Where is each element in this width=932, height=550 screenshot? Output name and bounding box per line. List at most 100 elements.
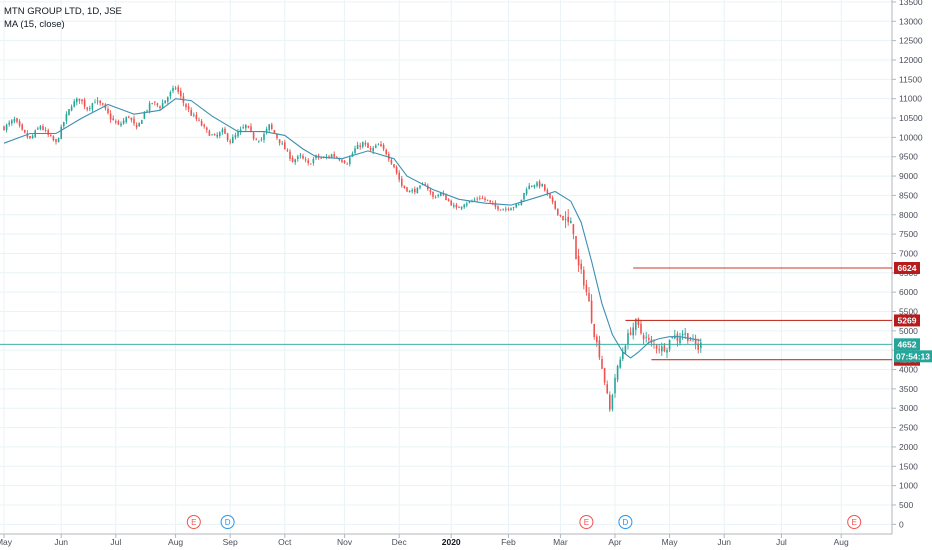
candle-body [88, 108, 91, 109]
candle [91, 102, 94, 113]
candle [530, 185, 533, 188]
candle [655, 344, 658, 354]
candle [185, 102, 187, 111]
time-tick-label: Dec [392, 537, 408, 547]
candle [575, 235, 577, 260]
candle [580, 259, 583, 274]
candle [528, 182, 531, 190]
candle-body [255, 139, 258, 141]
time-tick-label: Apr [608, 537, 621, 547]
candle [619, 356, 622, 369]
countdown-tag-bg [894, 350, 932, 363]
candle-body [481, 198, 484, 199]
candle-body [374, 145, 377, 148]
candle-body [569, 220, 572, 224]
candle-body [5, 124, 8, 130]
candle [533, 184, 536, 189]
candle-body [562, 216, 564, 221]
candle-body [156, 103, 159, 106]
candle-body [309, 163, 312, 165]
candle-body [634, 319, 637, 330]
price-tick-label: 9000 [899, 171, 918, 181]
candle-body [614, 377, 616, 394]
candle-body [234, 135, 237, 138]
candle [494, 200, 497, 210]
candle-body [416, 187, 419, 194]
candle-body [179, 90, 182, 97]
candle-body [400, 178, 403, 186]
candle-body [517, 204, 520, 206]
candle-body [250, 126, 252, 132]
candle [450, 199, 453, 206]
candle [247, 125, 250, 129]
candle [447, 198, 450, 202]
candle [348, 155, 351, 167]
candle [112, 115, 115, 121]
candle [120, 121, 122, 128]
candle [96, 97, 99, 105]
candle [408, 190, 411, 193]
candle [190, 107, 193, 116]
time-tick-label: Aug [168, 537, 183, 547]
candle [68, 108, 70, 116]
candle [380, 141, 382, 148]
candle-body [658, 349, 661, 351]
candle [268, 124, 271, 133]
candle-body [343, 160, 346, 163]
candle-body [252, 132, 255, 139]
candle-body [523, 192, 525, 200]
indicator-label[interactable]: MA (15, close) [4, 19, 65, 30]
candle-body [278, 139, 281, 143]
candle-body [606, 384, 609, 394]
candle [81, 99, 83, 105]
candle [70, 104, 73, 112]
candle [564, 211, 567, 229]
candle [13, 116, 16, 124]
candle-body [289, 151, 291, 159]
candle-body [538, 181, 541, 187]
candle [374, 143, 377, 149]
candle [598, 335, 601, 360]
dividend-marker[interactable]: D [618, 515, 633, 529]
time-tick-label: Jun [54, 537, 68, 547]
candle-body [382, 144, 385, 150]
candle [31, 134, 34, 139]
candle [127, 115, 130, 119]
price-tick-label: 5500 [899, 307, 918, 317]
candle [257, 140, 260, 143]
candle [577, 248, 580, 273]
candle [658, 344, 661, 354]
candle-body [551, 197, 554, 203]
earnings-marker[interactable]: E [186, 515, 201, 529]
candle-body [437, 194, 440, 197]
candle-body [499, 209, 502, 211]
earnings-marker[interactable]: E [579, 515, 594, 529]
candle-body [138, 122, 141, 127]
candle-body [684, 333, 687, 335]
time-tick-label: Nov [337, 537, 353, 547]
candle-body [125, 117, 128, 123]
symbol-title[interactable]: MTN GROUP LTD, 1D, JSE [4, 6, 122, 17]
candle-body [221, 129, 224, 133]
candle [138, 122, 141, 127]
candle [632, 322, 635, 340]
candle-body [354, 148, 356, 153]
dividend-marker[interactable]: D [220, 515, 235, 529]
candle-body [541, 183, 544, 187]
candle [289, 149, 291, 162]
candle [195, 111, 198, 122]
chart-legend: MTN GROUP LTD, 1D, JSE MA (15, close) [4, 5, 122, 31]
earnings-marker[interactable]: E [847, 515, 862, 529]
candle [419, 184, 421, 190]
candle [252, 131, 255, 141]
time-tick-label: Jun [717, 537, 731, 547]
candle-body [195, 114, 198, 120]
candle [603, 367, 606, 386]
candle-body [543, 184, 546, 191]
candle-body [10, 120, 13, 124]
candle [164, 100, 167, 104]
candle-body [174, 87, 177, 89]
candle-body [192, 114, 195, 116]
